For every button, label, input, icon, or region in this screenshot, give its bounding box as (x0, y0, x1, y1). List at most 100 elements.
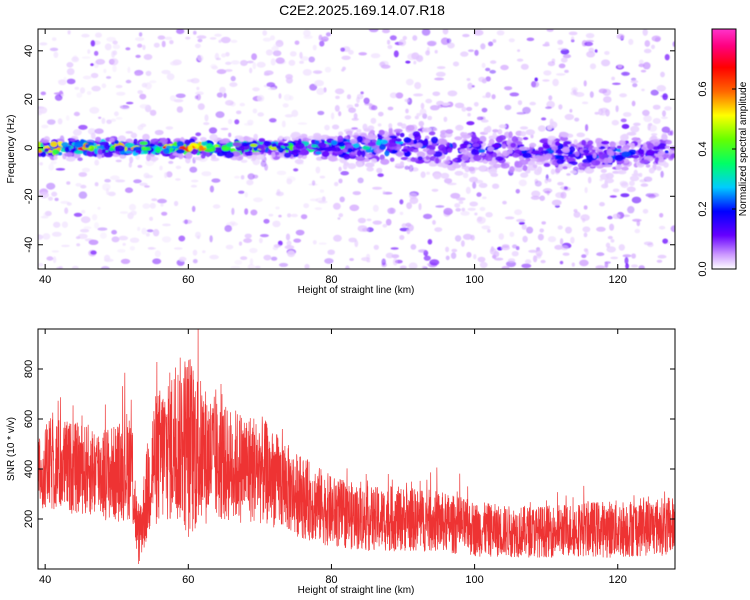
heatmap-cell (146, 229, 154, 233)
heatmap-cell (146, 154, 151, 162)
heatmap-cell (64, 152, 73, 157)
heatmap-cell (185, 152, 193, 160)
heatmap-cell (327, 249, 336, 255)
heatmap-cell (154, 129, 164, 136)
heatmap-cell (294, 40, 300, 45)
heatmap-cell (562, 166, 568, 170)
heatmap-cell (380, 158, 390, 165)
heatmap-cell (564, 113, 574, 121)
heatmap-cell (551, 199, 562, 206)
heatmap-cell (249, 258, 254, 266)
heatmap-cell (582, 226, 591, 233)
heatmap-cell (483, 127, 489, 134)
heatmap-cell (401, 148, 409, 152)
heatmap-cell (602, 88, 612, 97)
heatmap-cell (539, 195, 545, 201)
heatmap-cell (574, 92, 585, 97)
heatmap-cell (422, 127, 432, 133)
heatmap-cell (378, 129, 385, 136)
heatmap-cell (555, 73, 566, 76)
heatmap-cell (166, 73, 175, 81)
heatmap-cell (620, 134, 629, 141)
heatmap-cell (48, 196, 53, 201)
heatmap-cell (125, 131, 133, 134)
heatmap-cell (413, 139, 418, 145)
heatmap-cell (220, 36, 231, 44)
heatmap-cell (265, 49, 273, 56)
heatmap-cell (641, 88, 645, 92)
heatmap-cell (192, 249, 198, 256)
heatmap-cell (621, 151, 631, 158)
heatmap-cell (283, 94, 292, 101)
heatmap-cell (389, 35, 397, 41)
heatmap-cell (509, 92, 520, 97)
heatmap-cell (86, 150, 95, 157)
heatmap-cell (663, 162, 669, 168)
heatmap-cell (160, 203, 164, 207)
heatmap-cell (554, 141, 560, 147)
heatmap-cell (427, 239, 433, 245)
heatmap-cell (135, 150, 142, 154)
heatmap-cell (576, 132, 585, 138)
heatmap-cell (587, 176, 592, 184)
heatmap-cell (312, 240, 317, 245)
heatmap-cell (539, 139, 548, 144)
heatmap-cell (531, 81, 540, 88)
heatmap-cell (435, 71, 446, 77)
snr-frame (37, 328, 676, 570)
heatmap-cell (377, 123, 382, 127)
heatmap-cell (395, 92, 404, 99)
heatmap-cell (187, 144, 193, 152)
heatmap-cell (333, 234, 342, 242)
heatmap-cell (268, 213, 274, 217)
heatmap-cell (119, 211, 129, 214)
heatmap-cell (54, 197, 59, 202)
heatmap-cell (664, 54, 670, 61)
heatmap-cell (479, 261, 488, 268)
heatmap-cell (390, 247, 399, 250)
heatmap-cell (404, 165, 410, 170)
heatmap-cell (81, 167, 91, 173)
heatmap-cell (501, 143, 507, 149)
heatmap-cell (218, 39, 222, 43)
heatmap-cell (416, 151, 426, 158)
heatmap-cell (295, 229, 305, 236)
heatmap-cell (125, 79, 132, 84)
heatmap-cell (587, 140, 594, 146)
heatmap-cell (61, 221, 68, 228)
heatmap-cell (472, 181, 477, 189)
heatmap-cell (303, 35, 313, 40)
heatmap-cell (662, 238, 669, 244)
heatmap-cell (573, 209, 578, 213)
heatmap-cell (50, 141, 58, 148)
heatmap-cell (278, 93, 282, 99)
heatmap-cell (225, 52, 230, 57)
heatmap-cell (638, 59, 644, 65)
heatmap-cell (375, 141, 381, 146)
heatmap-cell (461, 240, 465, 247)
heatmap-cell (199, 137, 207, 142)
heatmap-cell (133, 179, 142, 184)
heatmap-cell (407, 147, 415, 152)
heatmap-cell (612, 213, 621, 219)
heatmap-cell (110, 59, 116, 64)
heatmap-cell (560, 245, 569, 251)
heatmap-cell (246, 60, 254, 64)
heatmap-cell (252, 174, 259, 179)
heatmap-cell (487, 229, 491, 233)
heatmap-cell (388, 123, 393, 129)
heatmap-cell (516, 218, 526, 223)
heatmap-cell (518, 159, 529, 166)
heatmap-cell (531, 190, 541, 198)
heatmap-cell (556, 159, 565, 165)
heatmap-cell (119, 104, 123, 109)
heatmap-cell (286, 176, 296, 182)
heatmap-cell (190, 78, 200, 84)
heatmap-cell (516, 58, 524, 62)
heatmap-cell (667, 130, 673, 136)
heatmap-cell (384, 150, 390, 157)
heatmap-cell (333, 202, 341, 210)
heatmap-cell (599, 202, 605, 207)
heatmap-cell (606, 246, 616, 253)
heatmap-cell (511, 251, 519, 257)
